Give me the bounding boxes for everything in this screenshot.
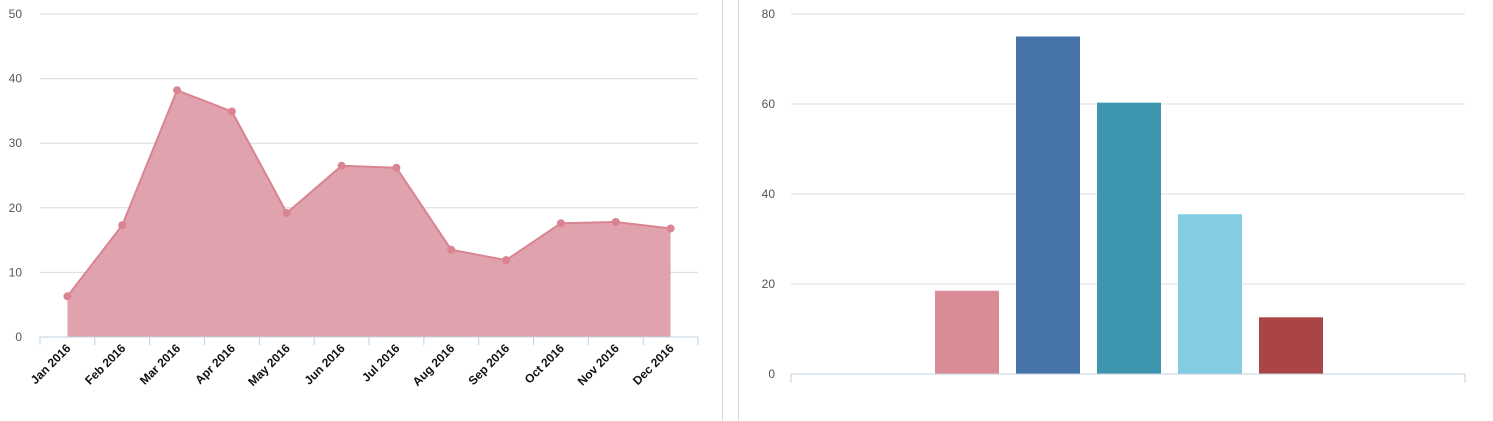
x-tick-label: Jan 2016	[28, 341, 74, 387]
x-tick-label: Jul 2016	[359, 341, 403, 385]
area-chart-panel: 0 10 20 30 40 50 Jan 2016 Feb 2016 Mar 2016 Apr …	[0, 0, 722, 421]
area-chart: 0 10 20 30 40 50 Jan 2016 Feb 2016 Mar 2016 Apr …	[9, 7, 699, 389]
panel-divider	[722, 0, 723, 421]
y-tick-label: 80	[762, 7, 776, 21]
series-line	[66, 88, 671, 297]
data-point[interactable]	[282, 208, 291, 217]
y-tick-label: 30	[9, 136, 23, 150]
data-point[interactable]	[173, 86, 182, 95]
data-point[interactable]	[447, 245, 456, 254]
data-point[interactable]	[611, 218, 620, 227]
data-point[interactable]	[337, 161, 346, 170]
y-tick-label: 0	[15, 330, 22, 344]
bar-chart-panel: 0 20 40 60 80	[739, 0, 1493, 421]
x-tick-label: Nov 2016	[575, 341, 622, 388]
bar-chart-series	[935, 36, 1323, 375]
x-tick-label: Mar 2016	[137, 341, 183, 387]
bar[interactable]	[1097, 102, 1161, 375]
x-tick-label: Dec 2016	[630, 341, 677, 388]
bar[interactable]	[935, 290, 999, 374]
panel-divider	[738, 0, 739, 421]
data-point[interactable]	[666, 224, 675, 233]
x-tick-label: Sep 2016	[466, 341, 513, 388]
data-point[interactable]	[63, 292, 72, 301]
y-tick-label: 20	[762, 277, 776, 291]
y-tick-label: 50	[9, 7, 23, 21]
x-tick-label: Oct 2016	[522, 341, 568, 387]
data-point[interactable]	[227, 107, 236, 116]
area-fill	[67, 90, 671, 337]
x-tick-label: May 2016	[245, 341, 293, 389]
area-chart-series	[63, 86, 675, 337]
bar-chart-y-axis: 0 20 40 60 80	[762, 7, 776, 381]
y-tick-label: 10	[9, 265, 23, 279]
x-tick-label: Jun 2016	[301, 341, 347, 387]
bar-chart-x-axis	[790, 373, 1466, 383]
bar[interactable]	[1178, 214, 1242, 374]
data-point[interactable]	[502, 256, 511, 265]
bar[interactable]	[1016, 36, 1080, 375]
data-point[interactable]	[556, 219, 565, 228]
area-chart-y-axis: 0 10 20 30 40 50	[9, 7, 23, 344]
y-tick-label: 60	[762, 97, 776, 111]
y-tick-label: 40	[762, 187, 776, 201]
x-tick-label: Aug 2016	[410, 341, 458, 389]
data-point[interactable]	[118, 221, 127, 230]
y-tick-label: 40	[9, 72, 23, 86]
y-tick-label: 0	[768, 367, 775, 381]
x-tick-label: Feb 2016	[82, 341, 128, 387]
data-point[interactable]	[392, 163, 401, 172]
y-tick-label: 20	[9, 201, 23, 215]
area-chart-x-axis: Jan 2016 Feb 2016 Mar 2016 Apr 2016 May 2016…	[28, 336, 699, 389]
bar-chart: 0 20 40 60 80	[762, 7, 1466, 383]
x-tick-label: Apr 2016	[192, 341, 238, 387]
bar[interactable]	[1259, 317, 1323, 374]
